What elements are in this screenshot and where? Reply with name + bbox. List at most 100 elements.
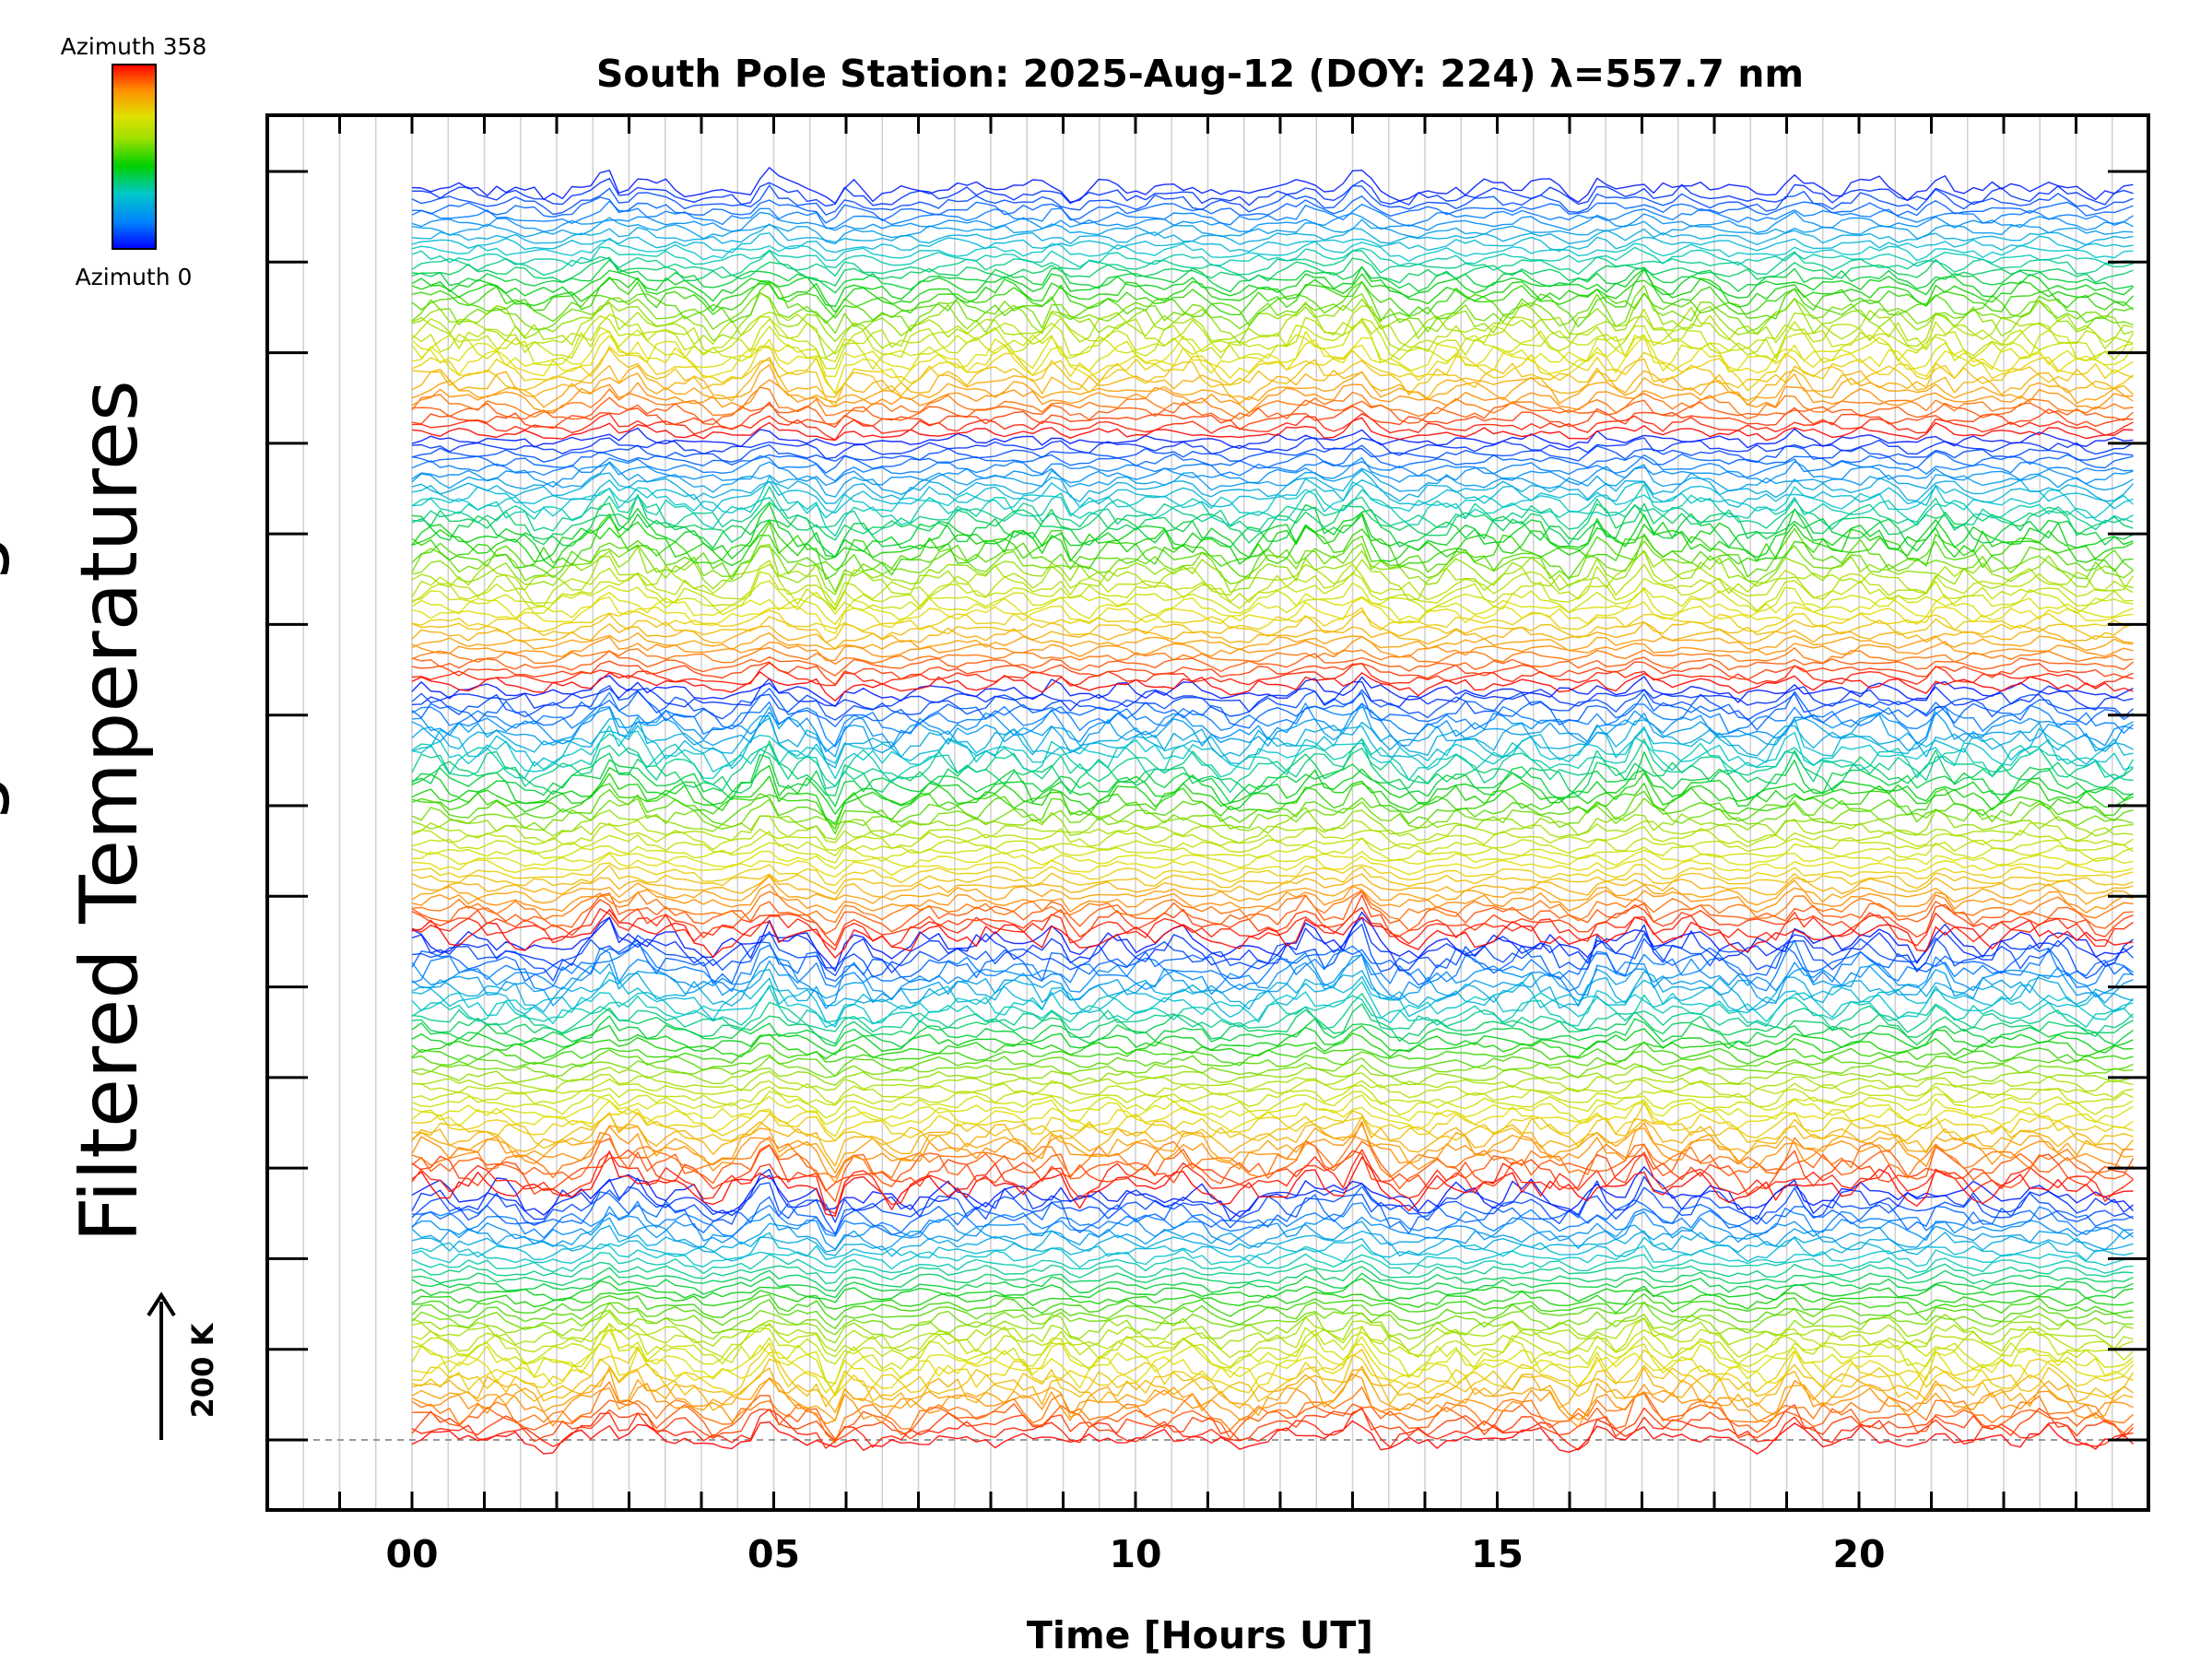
series-line	[412, 195, 2134, 224]
series-line	[411, 685, 2134, 721]
series-line	[411, 733, 2135, 790]
series-line	[411, 662, 2134, 688]
y-axis-label-partial: g	[0, 534, 12, 584]
series-line	[411, 456, 2134, 488]
series-line	[411, 660, 2134, 686]
series-line	[411, 1349, 2135, 1408]
series-line	[411, 815, 2134, 844]
series-line	[411, 702, 2134, 758]
series-line	[411, 250, 2134, 277]
series-line	[411, 807, 2134, 841]
series-line	[411, 849, 2134, 869]
series-line	[411, 386, 2134, 420]
series-line	[411, 1064, 2134, 1086]
series-line	[411, 909, 2134, 959]
series-line	[411, 232, 2134, 254]
series-line	[411, 738, 2134, 797]
series-line	[411, 1278, 2134, 1303]
series-line	[411, 1056, 2134, 1079]
series-line	[411, 211, 2134, 234]
series-line	[411, 364, 2134, 408]
series-line	[411, 265, 2134, 308]
series-line	[411, 596, 2134, 634]
series-line	[411, 1041, 2134, 1067]
series-line	[411, 981, 2134, 1028]
series-line	[411, 969, 2134, 1013]
series-line	[411, 691, 2134, 748]
series-line	[411, 1094, 2134, 1126]
scale-bar-arrowhead	[147, 1291, 176, 1317]
series-line	[411, 993, 2134, 1037]
series-line	[411, 1102, 2134, 1142]
x-tick-label: 00	[385, 1532, 438, 1576]
series-line	[411, 184, 2134, 216]
series-line	[411, 167, 2134, 205]
series-line	[411, 1121, 2134, 1179]
series-line	[411, 883, 2134, 914]
series-line	[411, 1144, 2134, 1196]
series-line	[411, 486, 2134, 536]
series-line	[411, 256, 2134, 287]
series-line	[411, 939, 2134, 993]
series-line	[411, 1322, 2134, 1385]
series-line	[411, 702, 2134, 753]
series-line	[411, 751, 2134, 808]
series-line	[411, 725, 2134, 780]
series-line	[411, 513, 2134, 580]
series-line	[411, 301, 2134, 359]
series-line	[411, 1182, 2134, 1235]
series-line	[411, 873, 2134, 900]
series-line	[411, 1301, 2134, 1336]
series-line	[411, 864, 2134, 895]
series-line	[411, 1032, 2134, 1060]
series-line	[411, 1024, 2134, 1056]
series-line	[411, 933, 2134, 985]
series-line	[411, 1112, 2135, 1167]
series-line	[411, 543, 2134, 596]
series-line	[411, 836, 2134, 864]
series-line	[411, 503, 2134, 561]
series-line	[411, 1368, 2134, 1421]
axis-ticks	[267, 115, 2148, 1510]
series-line	[411, 315, 2135, 370]
series-group	[411, 167, 2135, 1455]
x-tick-label: 20	[1832, 1532, 1885, 1576]
x-tick-labels: 00 05 10 15 20	[385, 1532, 1885, 1576]
series-line	[411, 986, 2135, 1028]
series-line	[411, 772, 2134, 824]
series-line	[411, 911, 2134, 972]
series-line	[411, 412, 2134, 441]
series-line	[411, 478, 2134, 514]
series-line	[411, 522, 2134, 581]
series-line	[411, 580, 2134, 616]
series-line	[411, 1299, 2134, 1329]
series-line	[411, 483, 2134, 537]
series-line	[411, 1266, 2134, 1291]
series-line	[411, 560, 2134, 607]
y-axis-label: Filtered Temperatures	[64, 380, 156, 1243]
series-line	[411, 894, 2134, 947]
series-line	[411, 875, 2134, 906]
y-axis-label-partial-2: g	[0, 773, 12, 824]
series-line	[411, 417, 2134, 442]
series-line	[411, 1381, 2134, 1444]
x-tick-label: 05	[747, 1532, 800, 1576]
series-line	[411, 632, 2134, 652]
series-line	[411, 1206, 2134, 1250]
series-line	[411, 890, 2134, 924]
series-line	[411, 1070, 2134, 1093]
series-line	[411, 280, 2134, 328]
series-line	[411, 379, 2134, 414]
series-line	[411, 330, 2135, 378]
series-line	[411, 550, 2135, 610]
series-line	[411, 924, 2135, 982]
x-tick-label: 10	[1109, 1532, 1161, 1576]
series-line	[411, 1185, 2134, 1236]
series-line	[411, 200, 2134, 230]
series-line	[411, 494, 2134, 546]
series-line	[411, 1100, 2134, 1138]
series-line	[411, 540, 2134, 593]
series-line	[411, 427, 2134, 450]
